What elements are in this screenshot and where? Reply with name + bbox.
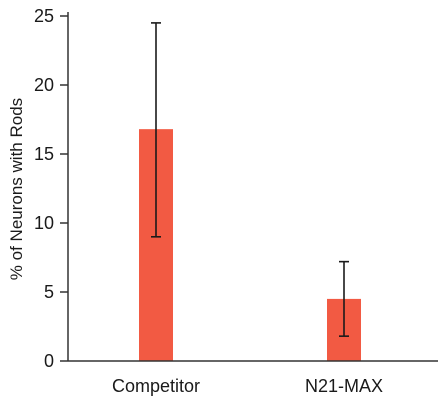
y-axis-ticks: 0 5 10 15 20 25 (34, 6, 68, 371)
x-category-label: N21-MAX (305, 376, 383, 396)
error-bar (339, 260, 349, 337)
y-tick-label: 20 (34, 75, 54, 95)
error-bars (151, 22, 349, 337)
y-tick-label: 15 (34, 144, 54, 164)
y-tick-label: 25 (34, 6, 54, 26)
error-bar (151, 22, 161, 238)
bars (139, 129, 361, 361)
y-axis-title: % of Neurons with Rods (7, 98, 26, 280)
x-category-label: Competitor (112, 376, 200, 396)
y-tick-label: 5 (44, 282, 54, 302)
y-tick-label: 10 (34, 213, 54, 233)
y-tick-label: 0 (44, 351, 54, 371)
x-axis-labels: Competitor N21-MAX (112, 376, 383, 396)
